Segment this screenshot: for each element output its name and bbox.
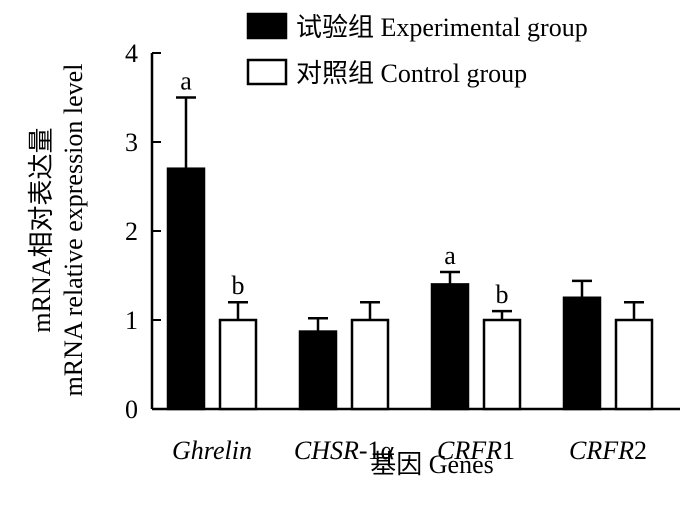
y-tick-label: 2 [125,217,138,246]
y-axis-title: mRNA相对表达量 mRNA relative expression level [27,64,88,397]
y-tick-label: 0 [125,395,138,424]
significance-label: a [444,241,456,270]
bar [350,318,390,411]
significance-label: b [232,271,245,300]
legend-label: 试验组 Experimental group [296,13,588,42]
x-tick-label: Ghrelin [172,436,252,465]
legend-label: 对照组 Control group [296,59,527,88]
significance-label: b [496,280,509,309]
legend-swatch [246,58,288,86]
y-tick-label: 1 [125,306,138,335]
y-axis-title-line1: mRNA相对表达量 [27,127,56,332]
bar [218,318,258,411]
bar [430,283,470,411]
x-tick-label: CRFR1 [437,436,515,465]
y-axis-title-line2: mRNA relative expression level [59,64,88,397]
bar [166,167,206,411]
bar [298,330,338,411]
legend: 试验组 Experimental group 对照组 Control group [246,12,588,88]
y-tick-label: 3 [125,128,138,157]
bar [482,318,522,411]
x-tick-label: CHSR-1α [294,436,395,465]
bar [562,296,602,411]
bar [614,318,654,411]
significance-label: a [180,67,192,96]
plot-area: 0 1 2 3 4 a b Ghrelin CHSR-1α a b CRFR1 CRFR2 [125,39,680,465]
y-tick-label: 4 [125,39,138,68]
x-axis-title: 基因 Genes [370,450,493,479]
legend-swatch [246,12,288,40]
x-tick-label: CRFR2 [569,436,647,465]
